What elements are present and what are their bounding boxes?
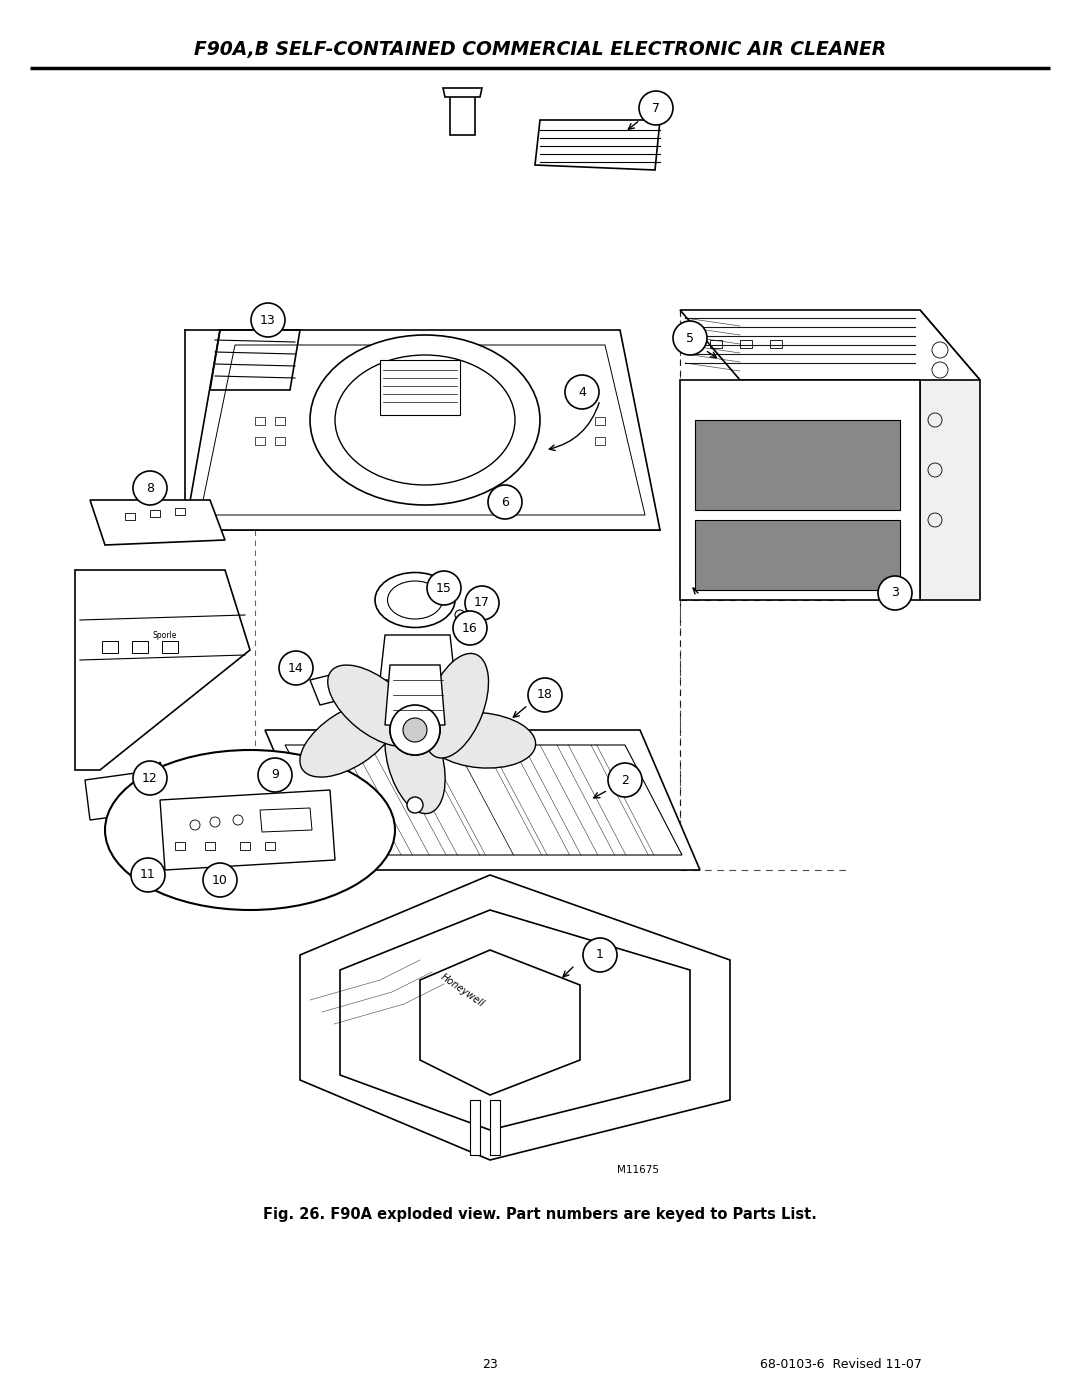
Polygon shape	[75, 570, 249, 770]
Text: 11: 11	[140, 869, 156, 882]
Text: 15: 15	[436, 581, 451, 595]
Circle shape	[133, 761, 167, 795]
Text: 68-0103-6  Revised 11-07: 68-0103-6 Revised 11-07	[760, 1358, 922, 1372]
Text: 12: 12	[143, 771, 158, 785]
Circle shape	[488, 485, 522, 520]
Polygon shape	[380, 360, 460, 415]
Text: 5: 5	[686, 331, 694, 345]
Text: 16: 16	[462, 622, 477, 634]
Circle shape	[131, 858, 165, 893]
Polygon shape	[443, 88, 482, 96]
Text: 18: 18	[537, 689, 553, 701]
Text: 4: 4	[578, 386, 586, 398]
Text: Sporle: Sporle	[152, 630, 177, 640]
Polygon shape	[90, 500, 225, 545]
Circle shape	[390, 705, 440, 754]
Circle shape	[453, 610, 487, 645]
Circle shape	[465, 585, 499, 620]
Polygon shape	[185, 330, 660, 529]
Polygon shape	[160, 789, 335, 870]
Circle shape	[251, 303, 285, 337]
Circle shape	[390, 705, 440, 754]
Ellipse shape	[426, 712, 536, 768]
Circle shape	[133, 471, 167, 504]
Circle shape	[203, 863, 237, 897]
Text: 17: 17	[474, 597, 490, 609]
Circle shape	[407, 798, 423, 813]
Text: 13: 13	[260, 313, 275, 327]
Polygon shape	[920, 310, 980, 599]
Circle shape	[427, 571, 461, 605]
Polygon shape	[470, 1099, 480, 1155]
Polygon shape	[490, 1099, 500, 1155]
Ellipse shape	[423, 654, 488, 759]
Ellipse shape	[375, 573, 455, 627]
Text: M11675: M11675	[617, 1165, 659, 1175]
Ellipse shape	[335, 355, 515, 485]
Circle shape	[528, 678, 562, 712]
Polygon shape	[696, 520, 900, 590]
Text: 2: 2	[621, 774, 629, 787]
Polygon shape	[380, 636, 455, 680]
Text: 1: 1	[596, 949, 604, 961]
Text: 10: 10	[212, 873, 228, 887]
Circle shape	[258, 759, 292, 792]
Circle shape	[455, 610, 465, 620]
Text: 23: 23	[482, 1358, 498, 1372]
Circle shape	[673, 321, 707, 355]
Polygon shape	[450, 95, 475, 136]
Polygon shape	[384, 665, 445, 725]
Text: 6: 6	[501, 496, 509, 509]
Polygon shape	[265, 731, 700, 870]
Circle shape	[639, 91, 673, 124]
Ellipse shape	[300, 701, 397, 777]
Polygon shape	[696, 420, 900, 510]
Text: Fig. 26. F90A exploded view. Part numbers are keyed to Parts List.: Fig. 26. F90A exploded view. Part number…	[264, 1207, 816, 1222]
Text: 14: 14	[288, 662, 303, 675]
Circle shape	[878, 576, 912, 610]
Circle shape	[463, 620, 473, 630]
Text: 9: 9	[271, 768, 279, 781]
Ellipse shape	[310, 335, 540, 504]
Text: Honeywell: Honeywell	[438, 971, 486, 1009]
Polygon shape	[680, 380, 920, 599]
Ellipse shape	[105, 750, 395, 909]
Circle shape	[583, 937, 617, 972]
Ellipse shape	[384, 707, 445, 813]
Circle shape	[608, 763, 642, 798]
Polygon shape	[680, 310, 980, 380]
Circle shape	[279, 651, 313, 685]
Text: 8: 8	[146, 482, 154, 495]
Text: F90A,B SELF-CONTAINED COMMERCIAL ELECTRONIC AIR CLEANER: F90A,B SELF-CONTAINED COMMERCIAL ELECTRO…	[194, 41, 886, 60]
Ellipse shape	[327, 665, 420, 746]
Polygon shape	[85, 760, 240, 820]
Circle shape	[403, 718, 427, 742]
Circle shape	[565, 374, 599, 409]
Circle shape	[403, 718, 427, 742]
Polygon shape	[310, 671, 360, 705]
Text: 7: 7	[652, 102, 660, 115]
Text: 3: 3	[891, 587, 899, 599]
